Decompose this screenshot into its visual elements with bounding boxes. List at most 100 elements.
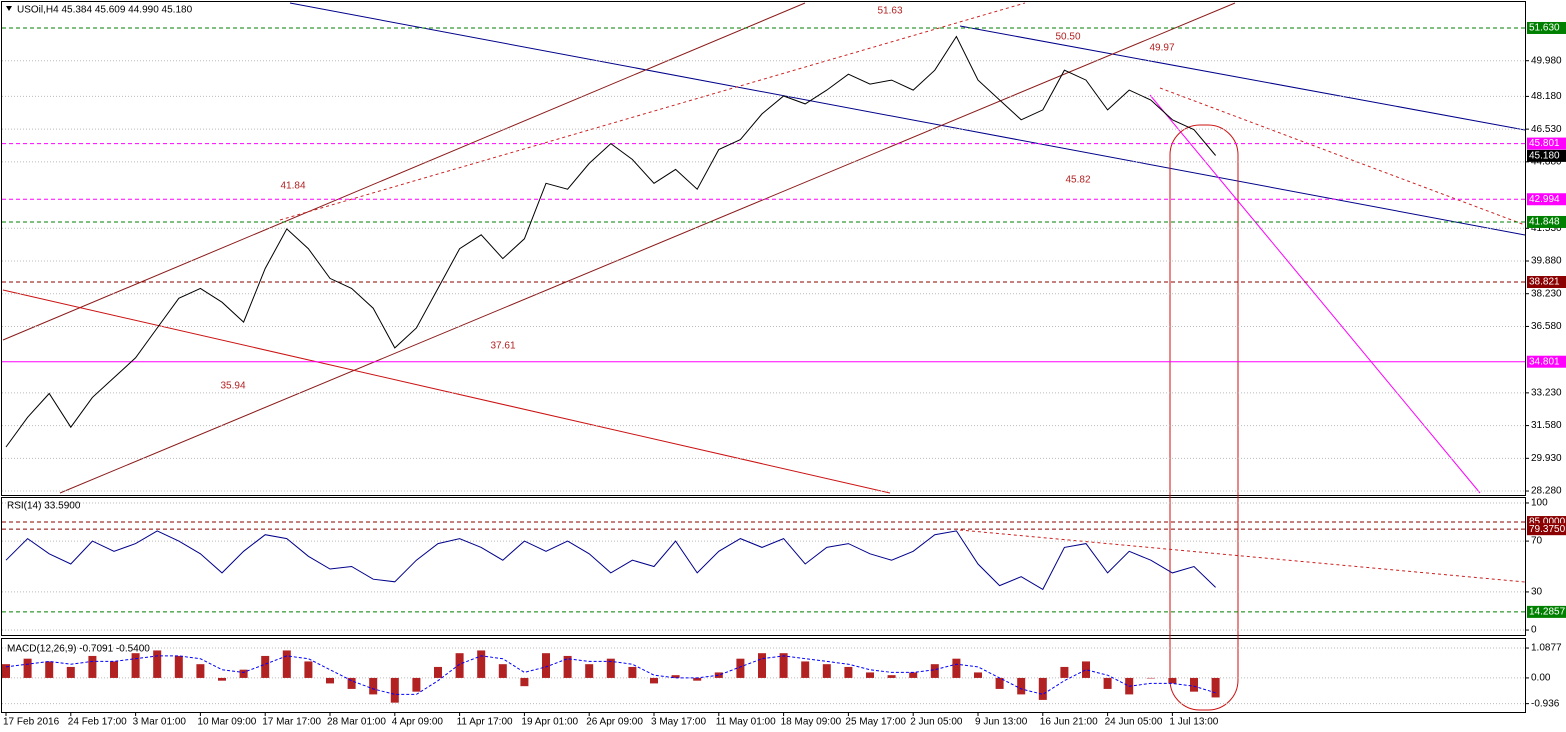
y-tick-label: 0 — [1531, 625, 1537, 636]
y-tick-label: 46.530 — [1531, 124, 1562, 135]
histogram-bar — [974, 672, 982, 678]
x-tick-label: 18 May 09:00 — [781, 717, 842, 728]
y-tick-label: 38.230 — [1531, 288, 1562, 299]
histogram-bar — [498, 664, 507, 678]
histogram-bar — [1060, 666, 1069, 678]
histogram-bar — [326, 677, 334, 684]
annotation: 50.50 — [1055, 32, 1080, 43]
x-tick-label: 16 Jun 21:00 — [1040, 717, 1098, 728]
histogram-bar — [866, 672, 874, 678]
histogram-bar — [239, 669, 248, 678]
histogram-bar — [930, 664, 939, 678]
histogram-bar — [822, 664, 831, 678]
histogram-bar — [628, 666, 637, 678]
histogram-bar — [88, 655, 97, 678]
level-label: 45.801 — [1529, 138, 1560, 149]
panel-frames — [1, 1, 1526, 713]
level-label-box — [1527, 137, 1566, 150]
x-tick-label: 11 Apr 17:00 — [457, 717, 513, 728]
histogram-bar — [412, 677, 421, 692]
annotation: 37.61 — [490, 341, 515, 352]
histogram-bar — [606, 658, 615, 678]
y-tick-label: 39.880 — [1531, 256, 1562, 267]
annotation: 41.84 — [280, 181, 305, 192]
level-label-box — [1527, 523, 1566, 536]
histogram-bar — [952, 658, 961, 678]
panel-title: MACD(12,26,9) -0.7091 -0.5400 — [7, 644, 150, 655]
histogram-bar — [736, 658, 745, 678]
histogram-bar — [131, 653, 140, 678]
signal-line — [5, 655, 1216, 695]
x-tick-label: 10 Mar 09:00 — [197, 717, 256, 728]
histogram-bar — [650, 677, 658, 684]
y-tick-label: -0.936 — [1531, 698, 1560, 709]
x-tick-label: 4 Apr 09:00 — [392, 717, 444, 728]
histogram-bar — [844, 666, 853, 678]
histogram-bar — [1082, 661, 1090, 678]
histogram-bar — [1190, 677, 1198, 692]
level-label: 42.994 — [1529, 194, 1560, 205]
level-label: 34.801 — [1529, 356, 1560, 367]
histogram-bar — [477, 650, 486, 678]
x-tick-label: 11 May 01:00 — [716, 717, 776, 728]
histogram-bar — [671, 675, 680, 678]
histogram-bar — [520, 677, 529, 687]
histogram-bar — [282, 650, 291, 678]
histogram-bar — [174, 655, 183, 678]
header-title: USOil,H4 45.384 45.609 44.990 45.180 — [17, 5, 193, 16]
x-tick-label: 24 Feb 17:00 — [68, 717, 127, 728]
histogram-bar — [563, 655, 572, 678]
histogram-bar — [261, 655, 270, 678]
histogram-bar — [779, 653, 788, 678]
histogram-bar — [1168, 677, 1177, 684]
histogram-bar — [45, 661, 54, 678]
y-tick-label: 36.580 — [1531, 321, 1562, 332]
level-label-box — [1527, 149, 1566, 162]
level-label: 38.821 — [1529, 277, 1560, 288]
panel-title: RSI(14) 33.5900 — [7, 501, 81, 512]
x-tick-label: 3 May 17:00 — [651, 717, 706, 728]
histogram-bar — [693, 677, 702, 681]
y-tick-label: 33.230 — [1531, 388, 1562, 399]
histogram-bar — [66, 666, 75, 678]
y-tick-label: 0.00 — [1531, 673, 1551, 684]
histogram-bar — [347, 677, 356, 689]
annotation: 49.97 — [1149, 43, 1174, 54]
y-tick-label: 31.580 — [1531, 420, 1562, 431]
x-tick-label: 9 Jun 13:00 — [975, 717, 1028, 728]
x-tick-label: 28 Mar 01:00 — [327, 717, 386, 728]
x-tick-label: 25 May 17:00 — [845, 717, 906, 728]
histogram-bar — [1103, 677, 1112, 689]
level-label: 41.848 — [1529, 217, 1560, 228]
histogram-bar — [390, 677, 399, 703]
y-tick-label: 70 — [1531, 536, 1543, 547]
y-tick-label: 28.280 — [1531, 486, 1562, 497]
level-label-box — [1527, 193, 1566, 206]
histogram-bar — [304, 661, 313, 678]
histogram-bar — [1211, 677, 1220, 698]
x-tick-label: 2 Jun 05:00 — [910, 717, 963, 728]
y-tick-label: 41.530 — [1531, 223, 1562, 234]
series-line — [5, 35, 1216, 448]
histogram-bar — [714, 672, 723, 678]
series-line — [5, 530, 1216, 591]
menu-icon — [6, 6, 12, 11]
histogram-bar — [218, 677, 226, 681]
histogram-bar — [23, 658, 32, 678]
histogram-bar — [1146, 677, 1155, 679]
level-label-box — [1527, 275, 1566, 288]
histogram-bar — [801, 661, 810, 678]
y-tick-label: 44.880 — [1531, 156, 1562, 167]
histogram-bar — [369, 677, 378, 695]
x-tick-label: 17 Feb 2016 — [3, 717, 60, 728]
histogram-bar — [196, 664, 205, 678]
histogram-bar — [455, 653, 464, 678]
histogram-bar — [2, 664, 10, 678]
x-tick-label: 17 Mar 17:00 — [262, 717, 321, 728]
y-tick-label: 49.980 — [1531, 55, 1562, 66]
x-tick-label: 1 Jul 13:00 — [1169, 717, 1218, 728]
histogram-bar — [887, 675, 896, 678]
level-label-box — [1527, 355, 1566, 368]
